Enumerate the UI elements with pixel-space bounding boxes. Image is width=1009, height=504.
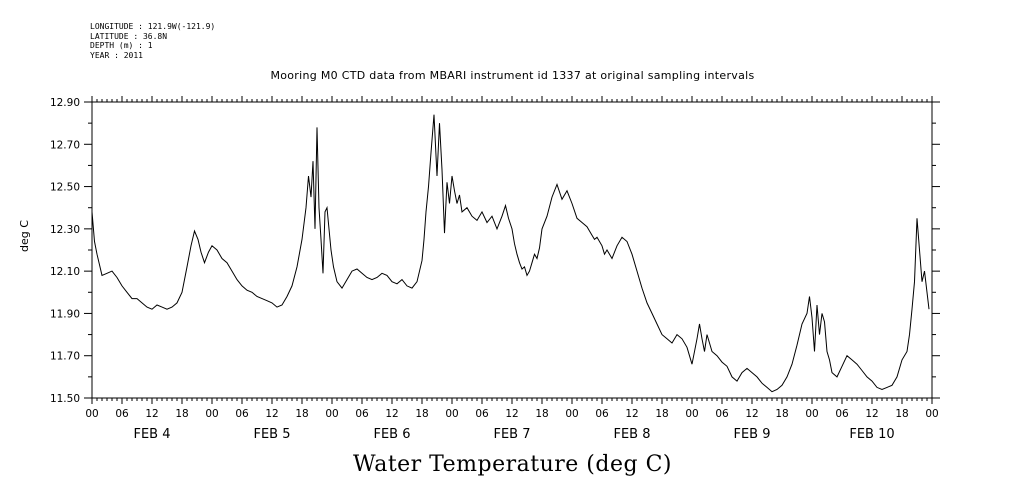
x-tick-label: 12: [505, 408, 518, 420]
x-tick-label: 06: [475, 408, 489, 420]
x-tick-label: 18: [775, 408, 788, 420]
chart-subtitle: Mooring M0 CTD data from MBARI instrumen…: [0, 69, 1009, 82]
day-label: FEB 5: [253, 427, 290, 442]
longitude-label: LONGITUDE : 121.9W(-121.9): [90, 22, 216, 31]
day-label: FEB 7: [493, 427, 530, 442]
y-tick-label: 12.10: [50, 266, 80, 278]
day-label: FEB 6: [373, 427, 410, 442]
x-tick-label: 00: [445, 408, 458, 420]
year-label: YEAR : 2011: [90, 50, 143, 60]
y-tick-label: 12.90: [50, 97, 80, 109]
day-label: FEB 4: [133, 427, 170, 442]
chart-subtitle-text: Mooring M0 CTD data from MBARI instrumen…: [270, 69, 755, 82]
x-tick-label: 18: [415, 408, 428, 420]
y-tick-label: 11.50: [50, 393, 80, 405]
x-tick-label: 06: [595, 408, 609, 420]
x-tick-label: 00: [685, 408, 698, 420]
x-tick-label: 00: [805, 408, 818, 420]
x-tick-label: 00: [925, 408, 938, 420]
x-tick-label: 06: [715, 408, 729, 420]
plot-frame: [91, 101, 933, 399]
x-tick-label: 18: [655, 408, 668, 420]
depth-label: DEPTH (m) : 1: [90, 41, 153, 51]
x-tick-label: 12: [865, 408, 878, 420]
day-label: FEB 8: [613, 427, 650, 442]
x-tick-label: 18: [895, 408, 908, 420]
latitude-label: LATITUDE : 36.8N: [90, 31, 168, 41]
x-tick-label: 12: [385, 408, 398, 420]
x-tick-label: 12: [265, 408, 278, 420]
x-tick-label: 00: [85, 408, 98, 420]
chart-title: Water Temperature (deg C): [0, 452, 1009, 477]
x-tick-label: 18: [535, 408, 548, 420]
station-metadata: LONGITUDE : 121.9W(-121.9) LATITUDE : 36…: [90, 22, 215, 60]
y-tick-label: 12.70: [50, 139, 80, 151]
x-tick-label: 06: [355, 408, 369, 420]
series-line: [91, 114, 930, 393]
x-tick-label: 18: [175, 408, 188, 420]
y-tick-label: 11.90: [50, 308, 80, 320]
chart-title-text: Water Temperature (deg C): [353, 452, 672, 477]
x-tick-label: 06: [115, 408, 129, 420]
x-tick-label: 12: [625, 408, 638, 420]
x-tick-label: 06: [235, 408, 249, 420]
x-tick-label: 00: [325, 408, 338, 420]
day-label: FEB 10: [849, 427, 894, 442]
x-tick-label: 06: [835, 408, 849, 420]
x-tick-label: 12: [145, 408, 158, 420]
x-tick-label: 12: [745, 408, 758, 420]
y-tick-label: 11.70: [50, 351, 80, 363]
day-label: FEB 9: [733, 427, 770, 442]
x-tick-label: 18: [295, 408, 308, 420]
y-tick-label: 12.50: [50, 182, 80, 194]
y-tick-label: 12.30: [50, 224, 80, 236]
x-tick-label: 00: [565, 408, 578, 420]
x-tick-label: 00: [205, 408, 218, 420]
